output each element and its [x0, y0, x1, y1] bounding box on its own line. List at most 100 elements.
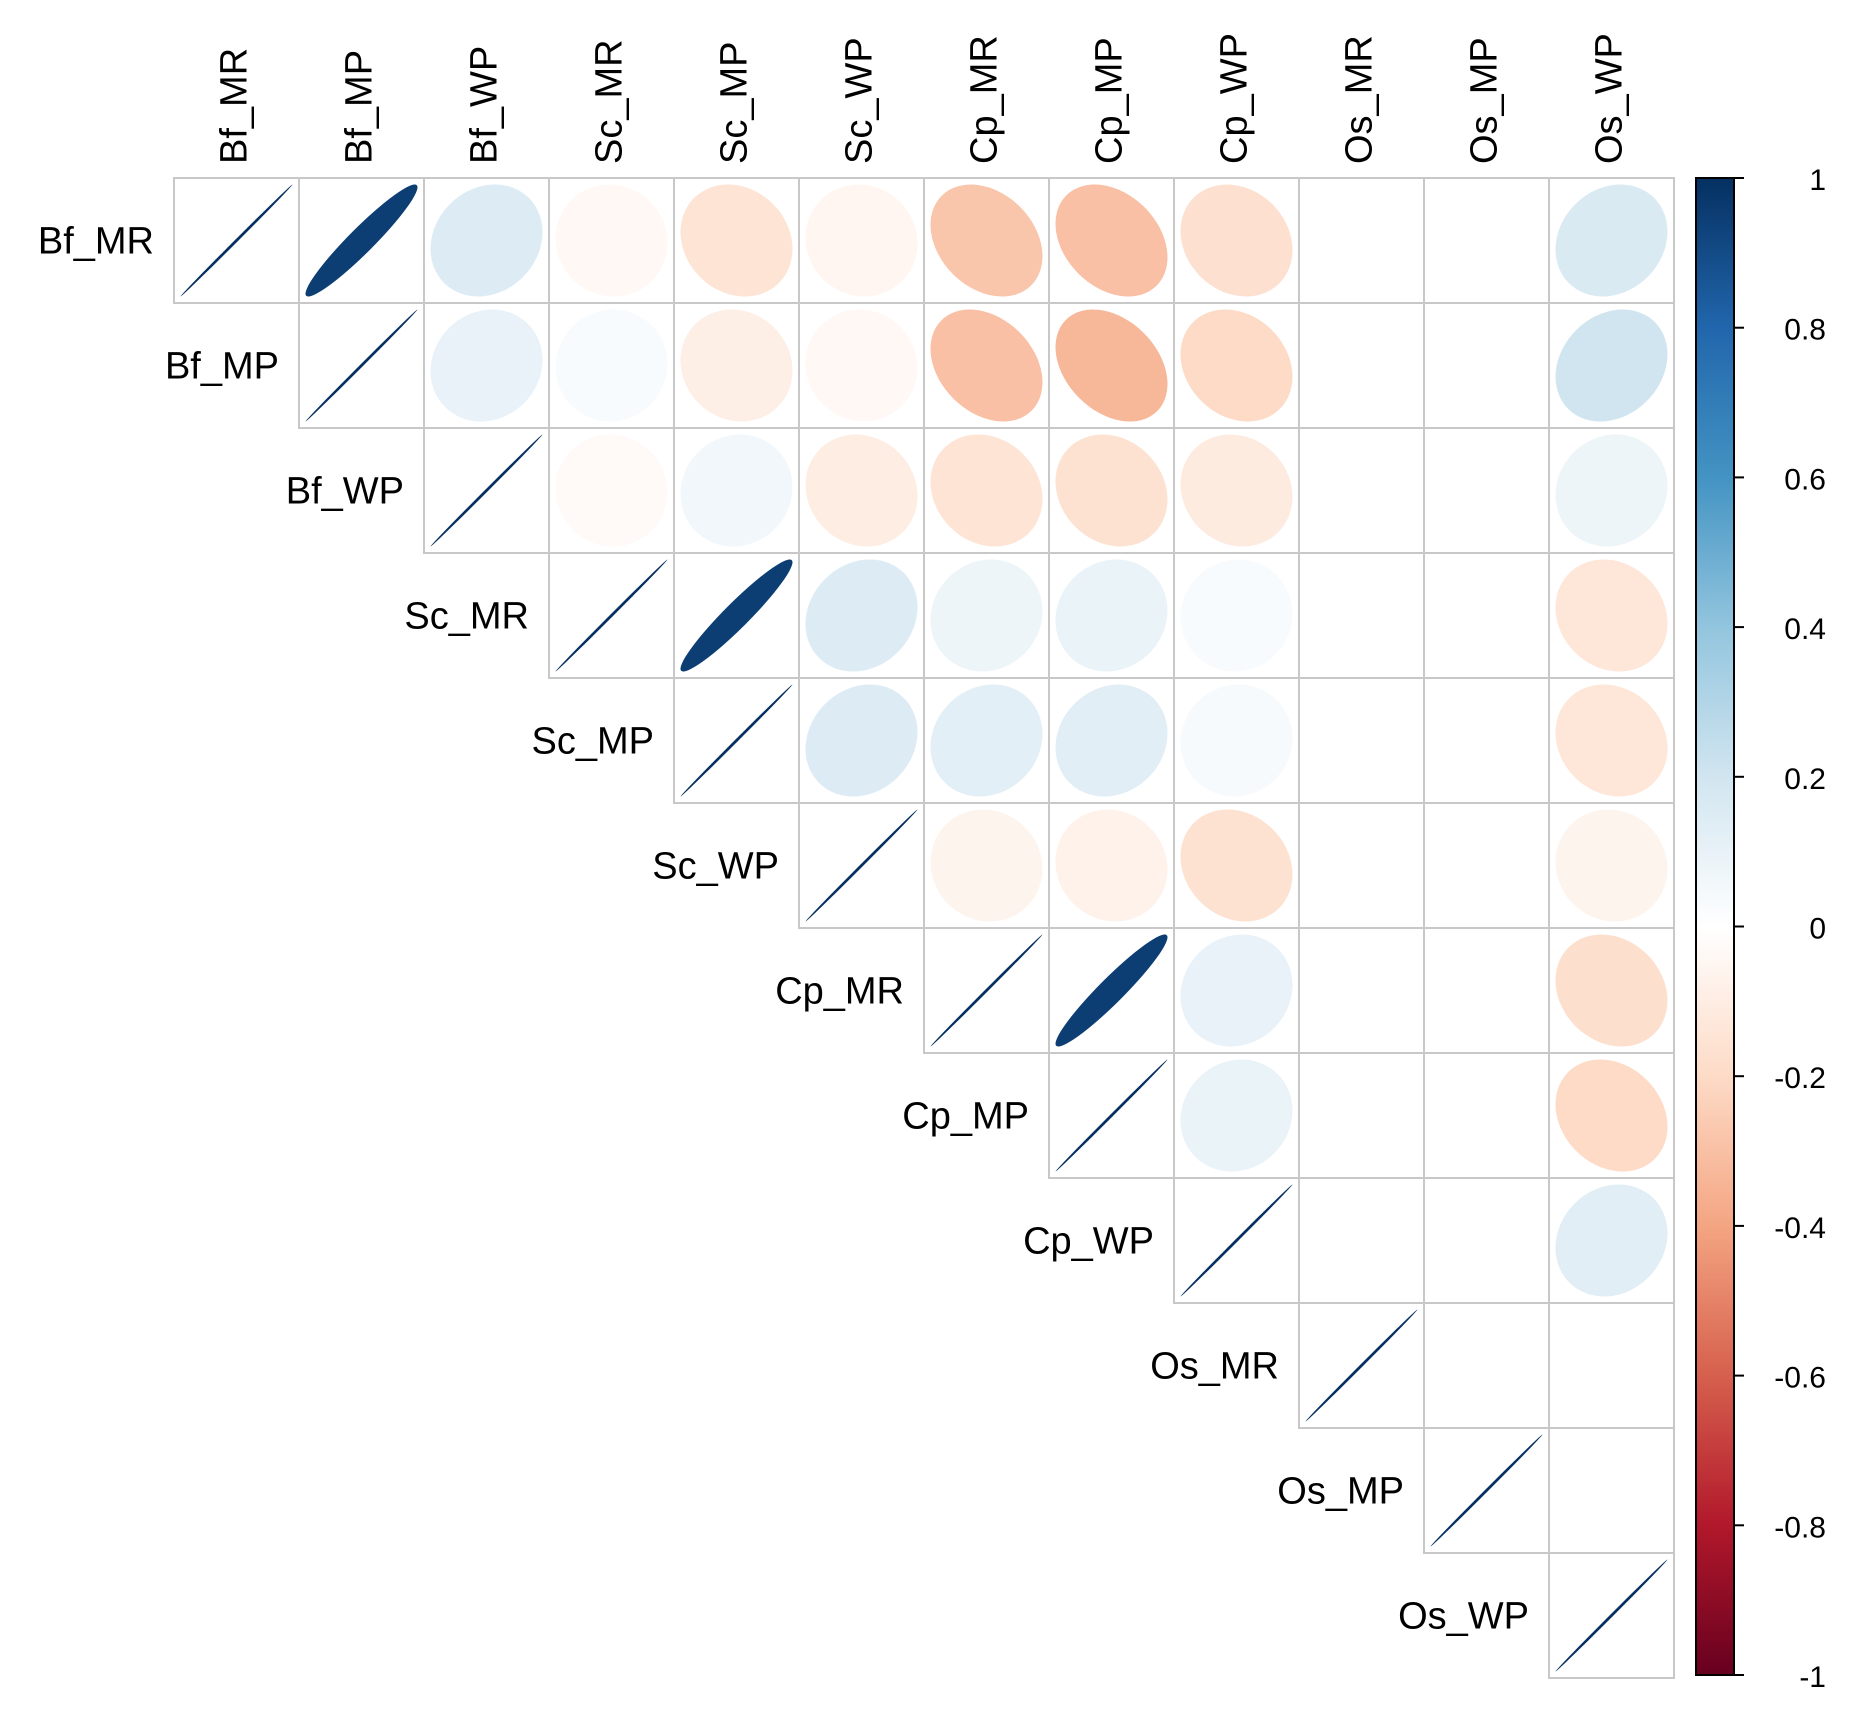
corr-ellipse-Bf_MP-Sc_WP: [805, 309, 918, 422]
corr-ellipse-Sc_MP-Cp_MR: [930, 684, 1043, 797]
corr-ellipse-Bf_WP-Cp_WP: [1180, 434, 1293, 547]
colorbar-tick-label--0.2: -0.2: [1774, 1062, 1826, 1095]
row-labels: Bf_MR Bf_MP Bf_WP Sc_MR Sc_MP Sc_WP Cp_MR Cp_MP…: [38, 221, 1529, 1638]
corr-ellipse-Bf_MR-Bf_MR: [180, 184, 293, 297]
corr-ellipse-Sc_WP-Cp_WP: [1180, 809, 1293, 922]
corr-ellipse-Os_MP-Os_MP: [1430, 1434, 1543, 1547]
corr-ellipse-Sc_MR-Os_MR: [1305, 559, 1418, 672]
colorbar-tick-label-1: 1: [1809, 164, 1826, 197]
colorbar-legend: 1 0.8 0.6 0.4 0.2 0 -0.2 -0.4 -0.6 -0.8 -1: [1695, 164, 1826, 1694]
correlation-glyphs: [180, 184, 1668, 1672]
corr-ellipse-Bf_MR-Sc_MR: [555, 184, 668, 297]
corr-ellipse-Bf_WP-Cp_MR: [930, 434, 1043, 547]
corr-ellipse-Bf_WP-Os_MR: [1305, 434, 1418, 547]
corr-ellipse-Sc_WP-Sc_WP: [805, 809, 918, 922]
corr-ellipse-Sc_MP-Os_MP: [1430, 684, 1543, 797]
corr-ellipse-Cp_WP-Os_WP: [1555, 1184, 1668, 1297]
corr-ellipse-Bf_MR-Sc_WP: [805, 184, 918, 297]
row-label-Sc_MR: Sc_MR: [404, 596, 529, 638]
corr-ellipse-Sc_WP-Os_MR: [1305, 809, 1418, 922]
corr-ellipse-Sc_MP-Sc_WP: [805, 684, 918, 797]
corr-ellipse-Bf_MR-Os_WP: [1555, 184, 1668, 297]
corr-ellipse-Os_MR-Os_WP: [1555, 1309, 1668, 1422]
corr-ellipse-Os_MR-Os_MP: [1430, 1309, 1543, 1422]
corr-ellipse-Bf_WP-Sc_MR: [555, 434, 668, 547]
col-label-Sc_WP: Sc_WP: [839, 37, 881, 164]
col-label-Os_MP: Os_MP: [1464, 37, 1506, 164]
col-label-Bf_MR: Bf_MR: [214, 48, 256, 164]
corr-ellipse-Cp_MP-Cp_WP: [1180, 1059, 1293, 1172]
corr-ellipse-Sc_MR-Os_MP: [1430, 559, 1543, 672]
corr-ellipse-Cp_MR-Os_WP: [1555, 934, 1668, 1047]
col-label-Cp_MP: Cp_MP: [1089, 37, 1131, 164]
colorbar-tick-label-0.4: 0.4: [1784, 613, 1826, 646]
corr-ellipse-Cp_MP-Os_WP: [1555, 1059, 1668, 1172]
row-label-Sc_WP: Sc_WP: [652, 846, 779, 888]
corr-ellipse-Bf_MR-Cp_WP: [1180, 184, 1293, 297]
col-label-Cp_WP: Cp_WP: [1214, 33, 1256, 164]
col-label-Os_WP: Os_WP: [1589, 33, 1631, 164]
corr-ellipse-Bf_MP-Bf_WP: [430, 309, 543, 422]
corr-ellipse-Bf_MP-Sc_MR: [555, 309, 668, 422]
corr-ellipse-Cp_WP-Os_MP: [1430, 1184, 1543, 1297]
corr-ellipse-Bf_WP-Os_MP: [1430, 434, 1543, 547]
corr-ellipse-Sc_MP-Cp_MP: [1055, 684, 1168, 797]
colorbar-tick-label--0.6: -0.6: [1774, 1362, 1826, 1395]
colorbar-tick-label-0.6: 0.6: [1784, 463, 1826, 496]
row-label-Os_MR: Os_MR: [1150, 1346, 1279, 1388]
corr-ellipse-Bf_MP-Os_WP: [1555, 309, 1668, 422]
corr-ellipse-Sc_MR-Sc_MP: [680, 559, 793, 672]
row-label-Bf_MP: Bf_MP: [165, 346, 279, 388]
corr-ellipse-Os_MR-Os_MR: [1305, 1309, 1418, 1422]
col-label-Cp_MR: Cp_MR: [964, 35, 1006, 164]
corr-ellipse-Cp_WP-Os_MR: [1305, 1184, 1418, 1297]
col-label-Bf_WP: Bf_WP: [464, 46, 506, 164]
row-label-Cp_MR: Cp_MR: [775, 971, 904, 1013]
corr-ellipse-Bf_WP-Os_WP: [1555, 434, 1668, 547]
corr-ellipse-Bf_MP-Cp_MP: [1055, 309, 1168, 422]
corr-ellipse-Bf_WP-Bf_WP: [430, 434, 543, 547]
column-labels: Bf_MR Bf_MP Bf_WP Sc_MR Sc_MP Sc_WP Cp_MR Cp_MP…: [214, 33, 1631, 164]
corr-ellipse-Sc_WP-Cp_MP: [1055, 809, 1168, 922]
corr-ellipse-Sc_MR-Sc_WP: [805, 559, 918, 672]
corr-ellipse-Bf_MR-Os_MP: [1430, 184, 1543, 297]
colorbar-tick-label-0.2: 0.2: [1784, 763, 1826, 796]
corr-ellipse-Bf_MP-Cp_MR: [930, 309, 1043, 422]
corr-ellipse-Bf_MR-Cp_MR: [930, 184, 1043, 297]
corr-ellipse-Cp_MR-Os_MP: [1430, 934, 1543, 1047]
row-label-Cp_MP: Cp_MP: [902, 1096, 1029, 1138]
corr-ellipse-Sc_MR-Sc_MR: [555, 559, 668, 672]
col-label-Sc_MP: Sc_MP: [714, 42, 756, 164]
row-label-Sc_MP: Sc_MP: [532, 721, 654, 763]
corr-ellipse-Sc_WP-Cp_MR: [930, 809, 1043, 922]
corr-ellipse-Bf_MP-Os_MP: [1430, 309, 1543, 422]
corr-ellipse-Sc_MR-Cp_MP: [1055, 559, 1168, 672]
corr-ellipse-Bf_MR-Cp_MP: [1055, 184, 1168, 297]
row-label-Bf_MR: Bf_MR: [38, 221, 154, 263]
corr-ellipse-Cp_MP-Os_MR: [1305, 1059, 1418, 1172]
corr-ellipse-Sc_MR-Cp_WP: [1180, 559, 1293, 672]
colorbar-tick-label--0.8: -0.8: [1774, 1511, 1826, 1544]
colorbar-tick-label-0: 0: [1809, 913, 1826, 946]
row-label-Bf_WP: Bf_WP: [286, 471, 404, 513]
colorbar: [1695, 177, 1735, 1676]
corr-ellipse-Cp_MP-Os_MP: [1430, 1059, 1543, 1172]
corr-ellipse-Bf_MP-Bf_MP: [305, 309, 418, 422]
corr-ellipse-Cp_MR-Os_MR: [1305, 934, 1418, 1047]
corr-ellipse-Bf_WP-Sc_MP: [680, 434, 793, 547]
colorbar-tick-label--1: -1: [1799, 1661, 1826, 1694]
corr-ellipse-Sc_WP-Os_WP: [1555, 809, 1668, 922]
corr-ellipse-Bf_MP-Os_MR: [1305, 309, 1418, 422]
corr-ellipse-Sc_MR-Cp_MR: [930, 559, 1043, 672]
corr-ellipse-Bf_WP-Cp_MP: [1055, 434, 1168, 547]
col-label-Sc_MR: Sc_MR: [589, 39, 631, 164]
corr-ellipse-Cp_WP-Cp_WP: [1180, 1184, 1293, 1297]
corr-ellipse-Sc_MP-Cp_WP: [1180, 684, 1293, 797]
row-label-Os_WP: Os_WP: [1398, 1596, 1529, 1638]
corr-ellipse-Sc_WP-Os_MP: [1430, 809, 1543, 922]
corr-ellipse-Sc_MR-Os_WP: [1555, 559, 1668, 672]
corr-ellipse-Cp_MR-Cp_MP: [1055, 934, 1168, 1047]
colorbar-tick-label--0.4: -0.4: [1774, 1212, 1826, 1245]
corr-ellipse-Cp_MR-Cp_MR: [930, 934, 1043, 1047]
